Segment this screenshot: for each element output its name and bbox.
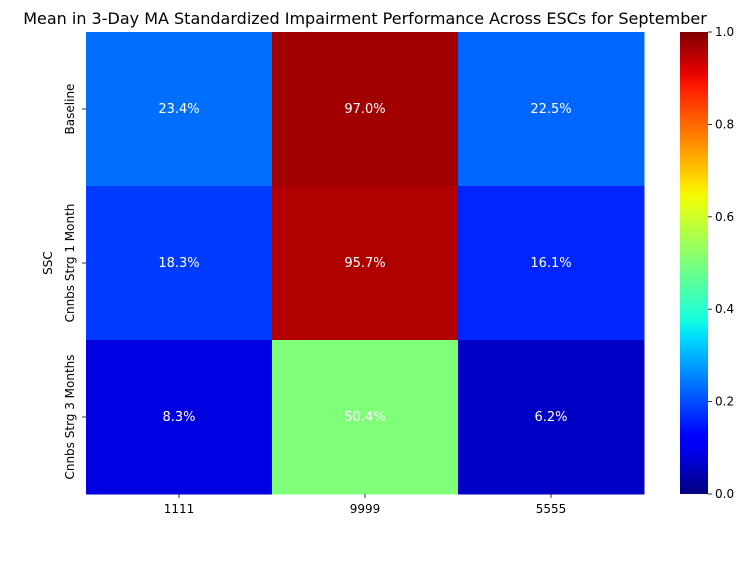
y-tick-label: Cnnbs Strg 3 Months [63,354,77,479]
x-tick-label: 9999 [350,502,381,516]
y-tick-label: Cnnbs Strg 1 Month [63,204,77,323]
cell-annotation: 22.5% [530,102,571,117]
y-axis-label: SSC [41,251,55,275]
colorbar-gradient [680,32,708,494]
x-tick-label: 1111 [164,502,195,516]
y-tick-label: Baseline [63,84,77,135]
cell-annotation: 95.7% [344,256,385,271]
chart-title: Mean in 3-Day MA Standardized Impairment… [23,9,707,28]
heatmap-cell [272,32,459,187]
heatmap-cells [86,32,645,495]
colorbar-tick-label: 0.8 [715,117,734,131]
heatmap-cell [458,186,645,341]
heatmap-cell [272,340,459,495]
colorbar: 0.0 0.2 0.4 0.6 0.8 1.0 [680,25,734,501]
x-tick-label: 5555 [536,502,567,516]
cell-annotation: 23.4% [158,102,199,117]
y-axis-ticks: Baseline Cnnbs Strg 1 Month Cnnbs Strg 3 M… [63,84,86,480]
heatmap-cell [86,340,273,495]
cell-annotation: 16.1% [530,256,571,271]
x-axis-ticks: 1111 9999 5555 [164,494,567,516]
cell-annotation: 6.2% [534,410,567,425]
cell-annotation: 18.3% [158,256,199,271]
heatmap-cell [86,32,273,187]
colorbar-tick-label: 0.4 [715,302,734,316]
cell-annotation: 97.0% [344,102,385,117]
heatmap-cell [458,340,645,495]
cell-annotation: 8.3% [162,410,195,425]
colorbar-tick-label: 0.6 [715,210,734,224]
heatmap-cell [272,186,459,341]
colorbar-tick-label: 0.2 [715,395,734,409]
colorbar-tick-label: 1.0 [715,25,734,39]
cell-labels: 23.4% 97.0% 22.5% 18.3% 95.7% 16.1% 8.3% 50.4% 6… [158,102,571,425]
heatmap-cell [86,186,273,341]
cell-annotation: 50.4% [344,410,385,425]
colorbar-tick-label: 0.0 [715,487,734,501]
heatmap-cell [458,32,645,187]
